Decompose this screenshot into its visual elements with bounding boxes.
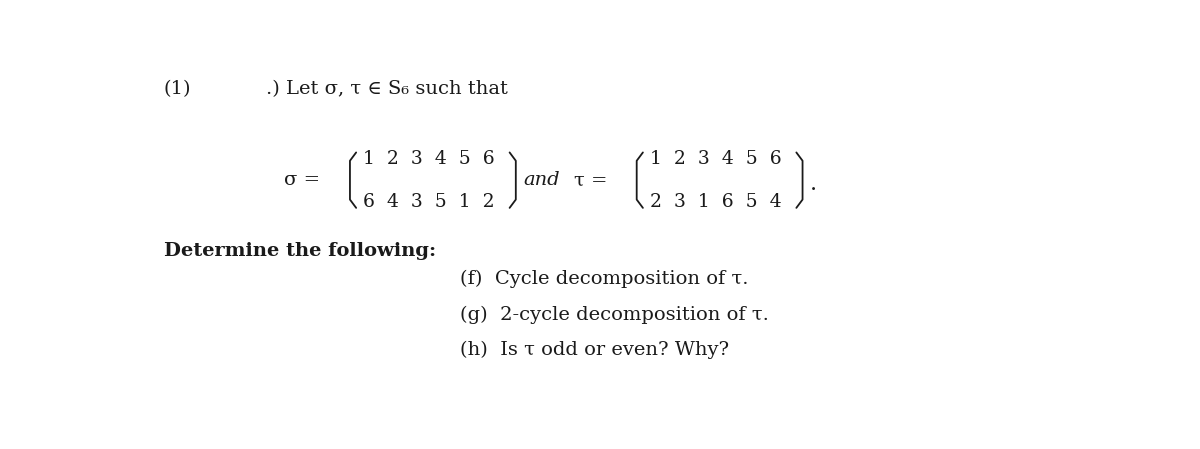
- Text: .) Let σ, τ ∈ S₆ such that: .) Let σ, τ ∈ S₆ such that: [266, 80, 508, 98]
- Text: (1): (1): [164, 80, 192, 98]
- Text: (g)  2-cycle decomposition of τ.: (g) 2-cycle decomposition of τ.: [460, 306, 769, 324]
- Text: .: .: [810, 173, 817, 195]
- Text: and: and: [523, 171, 559, 189]
- Text: (f)  Cycle decomposition of τ.: (f) Cycle decomposition of τ.: [460, 270, 749, 289]
- Text: 6  4  3  5  1  2: 6 4 3 5 1 2: [364, 193, 494, 211]
- Text: σ =: σ =: [284, 171, 320, 189]
- Text: 1  2  3  4  5  6: 1 2 3 4 5 6: [650, 150, 781, 167]
- Text: 2  3  1  6  5  4: 2 3 1 6 5 4: [650, 193, 781, 211]
- Text: 1  2  3  4  5  6: 1 2 3 4 5 6: [364, 150, 494, 167]
- Text: (h)  Is τ odd or even? Why?: (h) Is τ odd or even? Why?: [460, 341, 730, 359]
- Text: Determine the following:: Determine the following:: [164, 242, 436, 260]
- Text: τ =: τ =: [574, 171, 607, 189]
